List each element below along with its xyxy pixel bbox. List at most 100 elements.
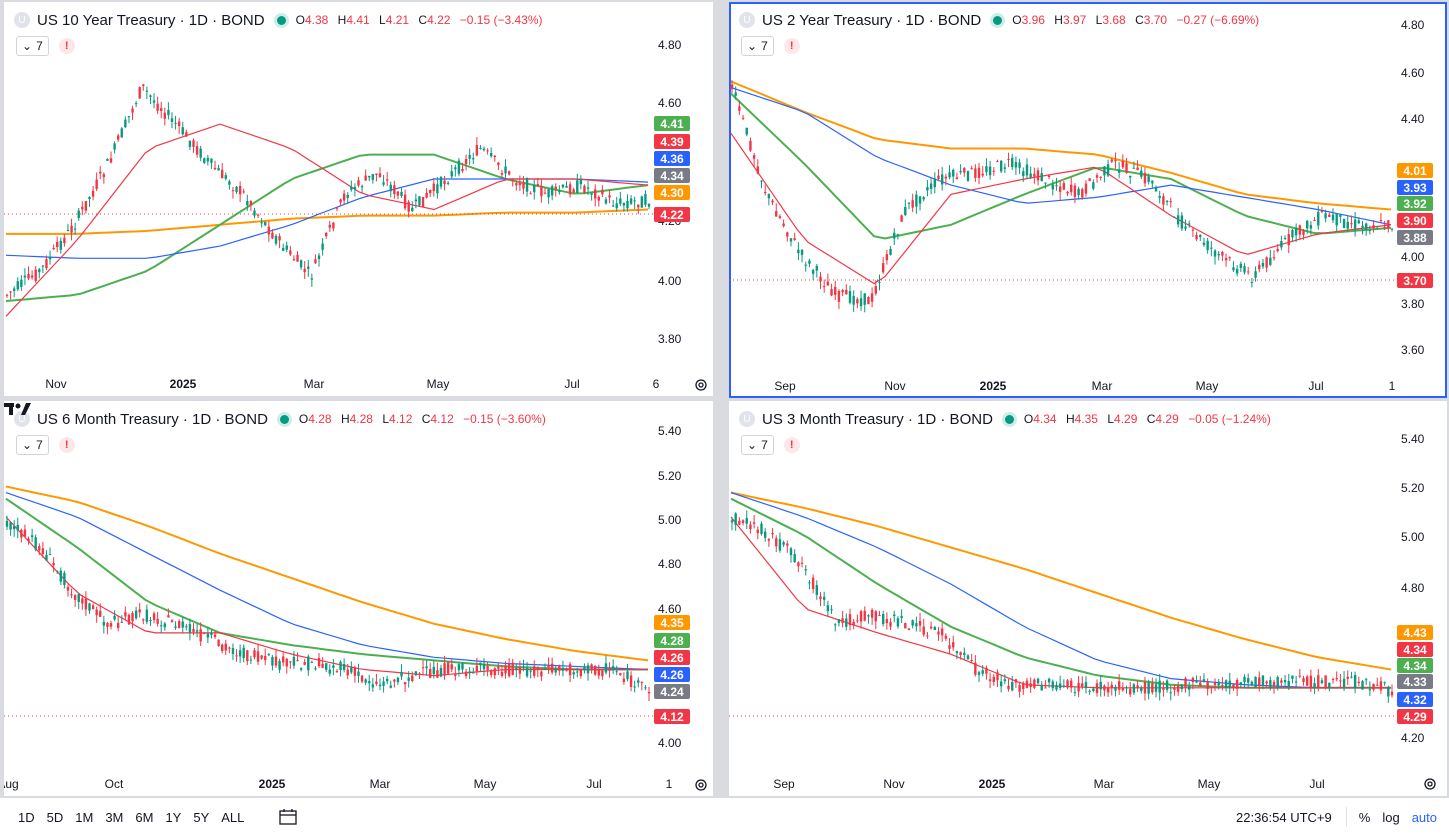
calendar-range-icon[interactable] <box>278 808 298 826</box>
indicators-toggle-button[interactable]: ⌄ 7 <box>741 36 774 56</box>
candle-body <box>970 168 973 170</box>
chart-canvas[interactable] <box>729 401 1447 796</box>
candle-body <box>933 178 936 188</box>
candle-body <box>848 614 852 626</box>
candle-body <box>863 293 866 305</box>
time-axis-label: 1 <box>1388 379 1396 393</box>
candle-body <box>629 198 633 204</box>
candle-body <box>907 202 911 204</box>
candle-body <box>1003 167 1007 169</box>
candle-body <box>421 197 425 207</box>
symbol-title[interactable]: US 2 Year Treasury · 1D · BOND <box>762 11 982 29</box>
range-button-3m[interactable]: 3M <box>105 809 124 825</box>
candle-body <box>1011 157 1014 168</box>
candle-body <box>1283 237 1287 239</box>
price-axis[interactable]: 4.804.604.204.003.804.414.394.364.344.30… <box>654 2 713 396</box>
candle-body <box>955 651 959 654</box>
candle-body <box>246 650 249 662</box>
candle-body <box>317 255 321 260</box>
candle-body <box>285 658 288 667</box>
candle-body <box>504 665 507 674</box>
chart-canvas[interactable] <box>4 2 713 396</box>
percent-scale-button[interactable]: % <box>1358 809 1371 825</box>
range-button-1d[interactable]: 1D <box>18 809 35 825</box>
indicators-toggle-button[interactable]: ⌄ 7 <box>16 36 49 56</box>
price-axis[interactable]: 4.80 4.60 4.40 4.00 3.80 3.60 4.01 3.93 3.92 3.90… <box>1397 2 1447 398</box>
candle-body <box>640 196 644 208</box>
candle-body <box>120 621 123 623</box>
symbol-title[interactable]: US 6 Month Treasury · 1D · BOND <box>37 410 268 428</box>
warning-icon[interactable]: ! <box>783 38 800 54</box>
chart-canvas[interactable] <box>729 2 1447 398</box>
price-axis[interactable]: 5.40 5.20 5.00 4.80 4.20 4.43 4.34 4.34 4.33 4.32… <box>1397 401 1447 796</box>
candle-body <box>597 669 600 676</box>
warning-icon[interactable]: ! <box>58 437 75 453</box>
candle-body <box>752 522 756 524</box>
candle-body <box>450 664 453 670</box>
candle-body <box>1258 264 1261 270</box>
candle-body <box>749 524 752 530</box>
time-axis[interactable]: Nov 2025 Mar May Jul 6 <box>4 372 659 396</box>
log-scale-button[interactable]: log <box>1382 809 1400 825</box>
chart-pane-us02y[interactable]: U US 2 Year Treasury · 1D · BOND O3.96 H… <box>729 2 1447 398</box>
candle-body <box>66 230 70 232</box>
chart-canvas[interactable] <box>4 401 713 796</box>
candle-body <box>292 656 296 666</box>
gear-icon[interactable] <box>693 777 709 793</box>
range-button-6m[interactable]: 6M <box>135 809 154 825</box>
candle-body <box>314 668 317 670</box>
symbol-logo-icon: U <box>739 411 755 427</box>
symbol-title[interactable]: US 3 Month Treasury · 1D · BOND <box>762 410 993 428</box>
candle-body <box>38 546 41 551</box>
warning-icon[interactable]: ! <box>783 437 800 453</box>
time-axis[interactable]: Sep Nov 2025 Mar May Jul 1 <box>729 374 1397 398</box>
indicators-toggle-button[interactable]: ⌄ 7 <box>16 435 49 455</box>
gear-icon[interactable] <box>1422 776 1438 792</box>
candle-body <box>20 279 23 287</box>
candle-body <box>1361 225 1364 228</box>
gear-icon[interactable] <box>693 377 709 393</box>
candle-body <box>454 167 457 170</box>
range-button-5y[interactable]: 5Y <box>193 809 210 825</box>
candle-body <box>1047 678 1051 683</box>
candle-body <box>443 180 446 185</box>
time-axis[interactable]: Aug Oct 2025 Mar May Jul 1 <box>4 772 672 796</box>
candle-body <box>1313 220 1316 222</box>
candle-body <box>619 673 622 676</box>
range-button-1y[interactable]: 1Y <box>165 809 182 825</box>
indicators-toggle-button[interactable]: ⌄ 7 <box>741 435 774 455</box>
time-axis-label: Sep <box>773 777 795 791</box>
chart-pane-us06my[interactable]: U US 6 Month Treasury · 1D · BOND O4.28 … <box>4 401 713 796</box>
chart-pane-us03my[interactable]: U US 3 Month Treasury · 1D · BOND O4.34 … <box>729 401 1447 796</box>
candle-body <box>749 140 752 151</box>
candle-body <box>403 194 407 209</box>
time-axis[interactable]: Sep Nov 2025 Mar May Jul <box>729 772 1397 796</box>
candle-body <box>30 275 34 278</box>
candle-body <box>933 627 936 631</box>
candle-body <box>752 155 756 159</box>
range-button-1m[interactable]: 1M <box>75 809 94 825</box>
chart-pane-us10y[interactable]: U US 10 Year Treasury · 1D · BOND O4.38 … <box>4 2 713 396</box>
candle-body <box>185 626 188 628</box>
symbol-title[interactable]: US 10 Year Treasury · 1D · BOND <box>37 11 265 29</box>
time-axis-label: Oct <box>104 777 124 791</box>
candle-body <box>131 108 134 113</box>
range-button-all[interactable]: ALL <box>221 809 245 825</box>
candle-body <box>533 185 536 193</box>
candle-body <box>789 238 793 242</box>
candle-body <box>543 192 547 194</box>
symbol-legend: U US 2 Year Treasury · 1D · BOND O3.96 H… <box>739 11 1265 29</box>
clock-display[interactable]: 22:36:54 UTC+9 <box>1236 809 1332 825</box>
candle-body <box>1298 675 1302 677</box>
chevron-down-icon: ⌄ <box>22 438 33 452</box>
auto-scale-button[interactable]: auto <box>1411 809 1437 825</box>
candle-body <box>867 297 870 305</box>
tradingview-logo-icon[interactable] <box>4 401 32 417</box>
candle-body <box>177 621 181 629</box>
candle-body <box>1110 684 1113 688</box>
warning-icon[interactable]: ! <box>58 38 75 54</box>
symbol-logo-icon: U <box>739 12 755 28</box>
range-button-5d[interactable]: 5D <box>46 809 64 825</box>
price-tag: 4.39 <box>654 134 690 149</box>
price-axis[interactable]: 5.40 5.20 5.00 4.80 4.60 4.00 4.35 4.28 4.26 4.26… <box>654 401 713 796</box>
